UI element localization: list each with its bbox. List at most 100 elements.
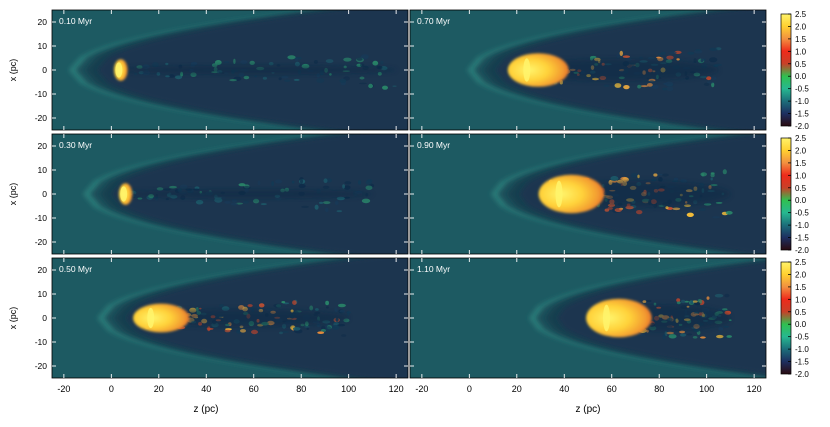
colorbar-tick-label: 2.0	[795, 146, 807, 155]
tail-blob	[238, 183, 246, 187]
tail-blob	[243, 200, 249, 204]
tail-blob	[279, 331, 283, 335]
tail-blob	[669, 51, 677, 55]
tail-blob	[165, 62, 169, 66]
tail-blob	[325, 326, 332, 332]
y-tick-label: -10	[35, 89, 48, 99]
tail-blob	[317, 331, 325, 335]
colorbar-tick-label: -0.5	[795, 209, 809, 218]
tail-blob	[679, 330, 686, 334]
tail-blob	[623, 85, 630, 90]
tail-blob	[273, 303, 282, 308]
tail-blob	[268, 62, 274, 66]
tail-blob	[721, 337, 729, 339]
tail-blob	[336, 210, 342, 213]
tail-blob	[359, 76, 365, 80]
tail-blob	[726, 335, 732, 338]
colorbar-tick-label: 0.5	[795, 60, 807, 69]
panel-0-10-Myr	[52, 10, 408, 130]
tail-blob	[339, 78, 347, 83]
tail-blob	[249, 60, 255, 65]
tail-blob	[230, 202, 238, 206]
tail-blob	[642, 300, 647, 303]
tail-blob	[372, 60, 379, 66]
tail-blob	[254, 75, 257, 78]
tail-blob	[672, 180, 679, 183]
tail-blob	[274, 179, 283, 184]
colorbar-tick-label: -2.0	[795, 122, 809, 131]
tail-blob	[331, 325, 340, 330]
tail-blob	[680, 179, 687, 183]
tail-blob	[206, 328, 214, 330]
y-tick-label: 0	[42, 313, 47, 323]
tail-blob	[703, 82, 710, 86]
tail-blob	[710, 173, 715, 178]
tail-blob	[718, 327, 724, 331]
tail-blob	[278, 77, 282, 81]
tail-blob	[692, 336, 698, 339]
x-tick-label: 100	[699, 384, 714, 394]
tail-blob	[165, 198, 169, 201]
colorbar-tick-label: -1.5	[795, 110, 809, 119]
x-tick-label: 0	[467, 384, 472, 394]
tail-blob	[301, 205, 309, 208]
tail-blob	[663, 82, 668, 85]
tail-blob	[229, 79, 238, 82]
tail-blob	[680, 333, 687, 337]
colorbar-tick-label: 1.0	[795, 295, 807, 304]
y-tick-label: 20	[38, 141, 48, 151]
tail-blob	[637, 333, 646, 336]
tail-blob	[713, 64, 719, 68]
y-tick-label: -20	[35, 113, 48, 123]
tail-blob	[614, 208, 622, 212]
tail-blob	[637, 84, 642, 89]
colorbar: 2.5 2.0 1.5 1.0 0.5 0.0 -0.5 -1.0 -1.5 -2.0	[780, 258, 809, 379]
colorbar: 2.5 2.0 1.5 1.0 0.5 0.0 -0.5 -1.0 -1.5 -2.0	[780, 10, 809, 131]
tail-blob	[361, 198, 371, 204]
tail-blob	[179, 184, 188, 189]
tail-blob	[658, 53, 663, 55]
tail-blob	[281, 75, 289, 79]
tail-blob	[725, 210, 733, 215]
tail-blob	[247, 304, 253, 308]
tail-blob	[616, 53, 620, 59]
x-tick-label: 120	[747, 384, 762, 394]
tail-blob	[664, 331, 668, 337]
tail-blob	[224, 329, 231, 333]
tail-blob	[647, 83, 653, 87]
tail-blob	[692, 300, 698, 303]
panel-time-label: 0.30 Myr	[59, 140, 92, 150]
tail-blob	[712, 216, 721, 219]
tail-blob	[647, 56, 655, 60]
tail-blob	[294, 61, 300, 67]
tail-blob	[377, 71, 382, 76]
tail-blob	[710, 184, 718, 187]
tail-blob	[292, 327, 301, 331]
tail-blob	[690, 300, 694, 305]
tail-blob	[298, 183, 306, 189]
tail-blob	[326, 306, 329, 309]
tail-blob	[294, 57, 299, 62]
colorbar-gradient	[780, 261, 792, 375]
colorbar-tick-label: 1.5	[795, 35, 807, 44]
colorbar-tick-label: -1.5	[795, 358, 809, 367]
x-tick-label: 60	[607, 384, 617, 394]
colorbar-tick-label: -1.0	[795, 221, 809, 230]
colorbars: 2.5 2.0 1.5 1.0 0.5 0.0 -0.5 -1.0 -1.5 -2.0 2.5 2.0…	[780, 10, 809, 379]
y-tick-label: 20	[38, 17, 48, 27]
y-tick-label: 10	[38, 165, 48, 175]
tail-blob	[325, 59, 334, 64]
clump-head	[133, 303, 190, 333]
wake-core	[135, 309, 349, 327]
panel-time-label: 0.50 Myr	[59, 264, 92, 274]
tail-blob	[337, 323, 346, 327]
y-tick-label: -10	[35, 337, 48, 347]
panel-time-label: 0.10 Myr	[59, 16, 92, 26]
y-tick-label: 0	[42, 65, 47, 75]
tail-blob	[636, 210, 643, 215]
tail-blob	[665, 81, 674, 87]
tail-blob	[344, 181, 352, 185]
colorbar-tick-label: 2.5	[795, 10, 807, 19]
tail-blob	[693, 58, 697, 63]
